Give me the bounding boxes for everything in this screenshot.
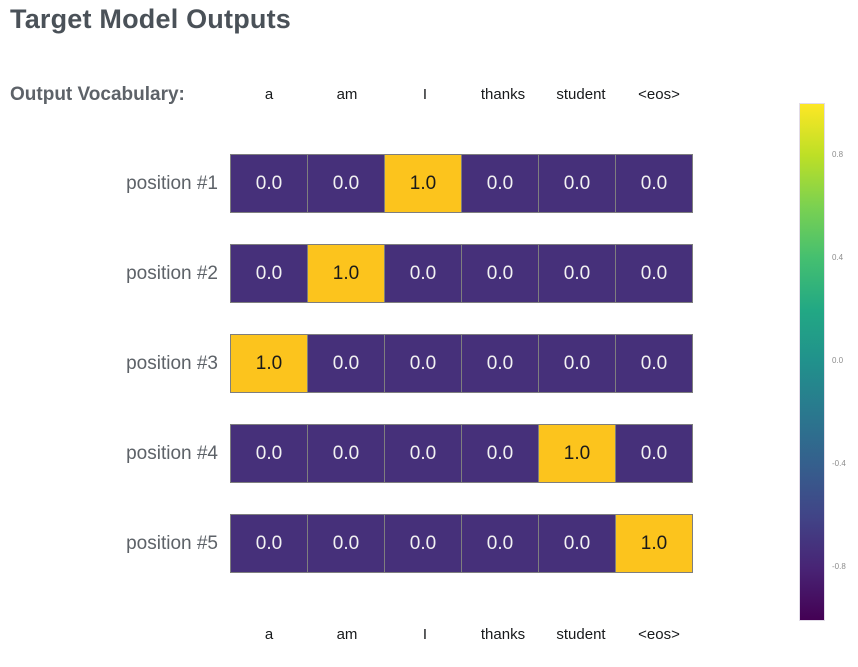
heatmap-cell-r4-eos: 0.0 xyxy=(615,424,693,483)
heatmap-cell-r1-eos: 0.0 xyxy=(615,154,693,213)
vocab-label-am: am xyxy=(336,626,358,643)
colorbar-tick--0.4: -0.4 xyxy=(832,459,846,469)
heatmap-cell-r1-am: 0.0 xyxy=(307,154,385,213)
vocab-label-a: a xyxy=(264,626,274,643)
row-label-position-3: position #3 xyxy=(126,353,218,374)
heatmap-cell-r1-a: 0.0 xyxy=(230,154,308,213)
vocab-label-eos: <eos> xyxy=(638,626,680,643)
heatmap-cell-r4-a: 0.0 xyxy=(230,424,308,483)
heatmap-cell-r1-thanks: 0.0 xyxy=(461,154,539,213)
colorbar-tick-0.4: 0.4 xyxy=(832,252,844,262)
vocab-label-a: a xyxy=(264,86,274,103)
colorbar-gradient xyxy=(799,103,825,621)
heatmap-cell-r2-I: 0.0 xyxy=(384,244,462,303)
vocab-label-am: am xyxy=(336,86,358,103)
vocab-label-eos: <eos> xyxy=(638,86,680,103)
heatmap-cell-r2-student: 0.0 xyxy=(538,244,616,303)
heatmap-cell-r5-student: 0.0 xyxy=(538,514,616,573)
heatmap-cell-r5-thanks: 0.0 xyxy=(461,514,539,573)
heatmap-cell-r5-a: 0.0 xyxy=(230,514,308,573)
row-label-position-2: position #2 xyxy=(126,263,218,284)
colorbar-tick-0.0: 0.0 xyxy=(832,356,844,365)
row-cells: 0.0 0.0 0.0 0.0 0.0 1.0 xyxy=(230,514,693,573)
heatmap-cell-r5-eos: 1.0 xyxy=(615,514,693,573)
vocab-label-I: I xyxy=(422,626,428,643)
heatmap-cell-r3-thanks: 0.0 xyxy=(461,334,539,393)
heatmap-cell-r3-I: 0.0 xyxy=(384,334,462,393)
row-cells: 0.0 1.0 0.0 0.0 0.0 0.0 xyxy=(230,244,693,303)
row-label-position-5: position #5 xyxy=(126,533,218,554)
colorbar-tick-0.8: 0.8 xyxy=(832,149,844,159)
heatmap-cell-r3-am: 0.0 xyxy=(307,334,385,393)
row-cells: 0.0 0.0 1.0 0.0 0.0 0.0 xyxy=(230,154,693,213)
heatmap-cell-r3-a: 1.0 xyxy=(230,334,308,393)
vocab-label-I: I xyxy=(422,86,428,103)
row-cells: 0.0 0.0 0.0 0.0 1.0 0.0 xyxy=(230,424,693,483)
heatmap-cell-r2-am: 1.0 xyxy=(307,244,385,303)
page-title: Target Model Outputs xyxy=(10,4,291,34)
heatmap-cell-r2-a: 0.0 xyxy=(230,244,308,303)
heatmap-cell-r4-I: 0.0 xyxy=(384,424,462,483)
vocab-label-thanks: thanks xyxy=(480,626,526,643)
heatmap-cell-r3-eos: 0.0 xyxy=(615,334,693,393)
colorbar-tick--0.8: -0.8 xyxy=(832,562,846,572)
row-cells: 1.0 0.0 0.0 0.0 0.0 0.0 xyxy=(230,334,693,393)
heatmap-cell-r4-am: 0.0 xyxy=(307,424,385,483)
vocab-label-student: student xyxy=(556,86,606,103)
row-label-position-1: position #1 xyxy=(126,173,218,194)
heatmap-cell-r1-I: 1.0 xyxy=(384,154,462,213)
heatmap-cell-r5-I: 0.0 xyxy=(384,514,462,573)
vocab-label-student: student xyxy=(556,626,606,643)
heatmap-cell-r5-am: 0.0 xyxy=(307,514,385,573)
heatmap-cell-r4-thanks: 0.0 xyxy=(461,424,539,483)
heatmap-cell-r3-student: 0.0 xyxy=(538,334,616,393)
vocab-label-thanks: thanks xyxy=(480,86,526,103)
heatmap-cell-r4-student: 1.0 xyxy=(538,424,616,483)
output-vocabulary-label: Output Vocabulary: xyxy=(10,84,185,105)
row-label-position-4: position #4 xyxy=(126,443,218,464)
heatmap-cell-r2-thanks: 0.0 xyxy=(461,244,539,303)
heatmap-cell-r2-eos: 0.0 xyxy=(615,244,693,303)
heatmap-cell-r1-student: 0.0 xyxy=(538,154,616,213)
